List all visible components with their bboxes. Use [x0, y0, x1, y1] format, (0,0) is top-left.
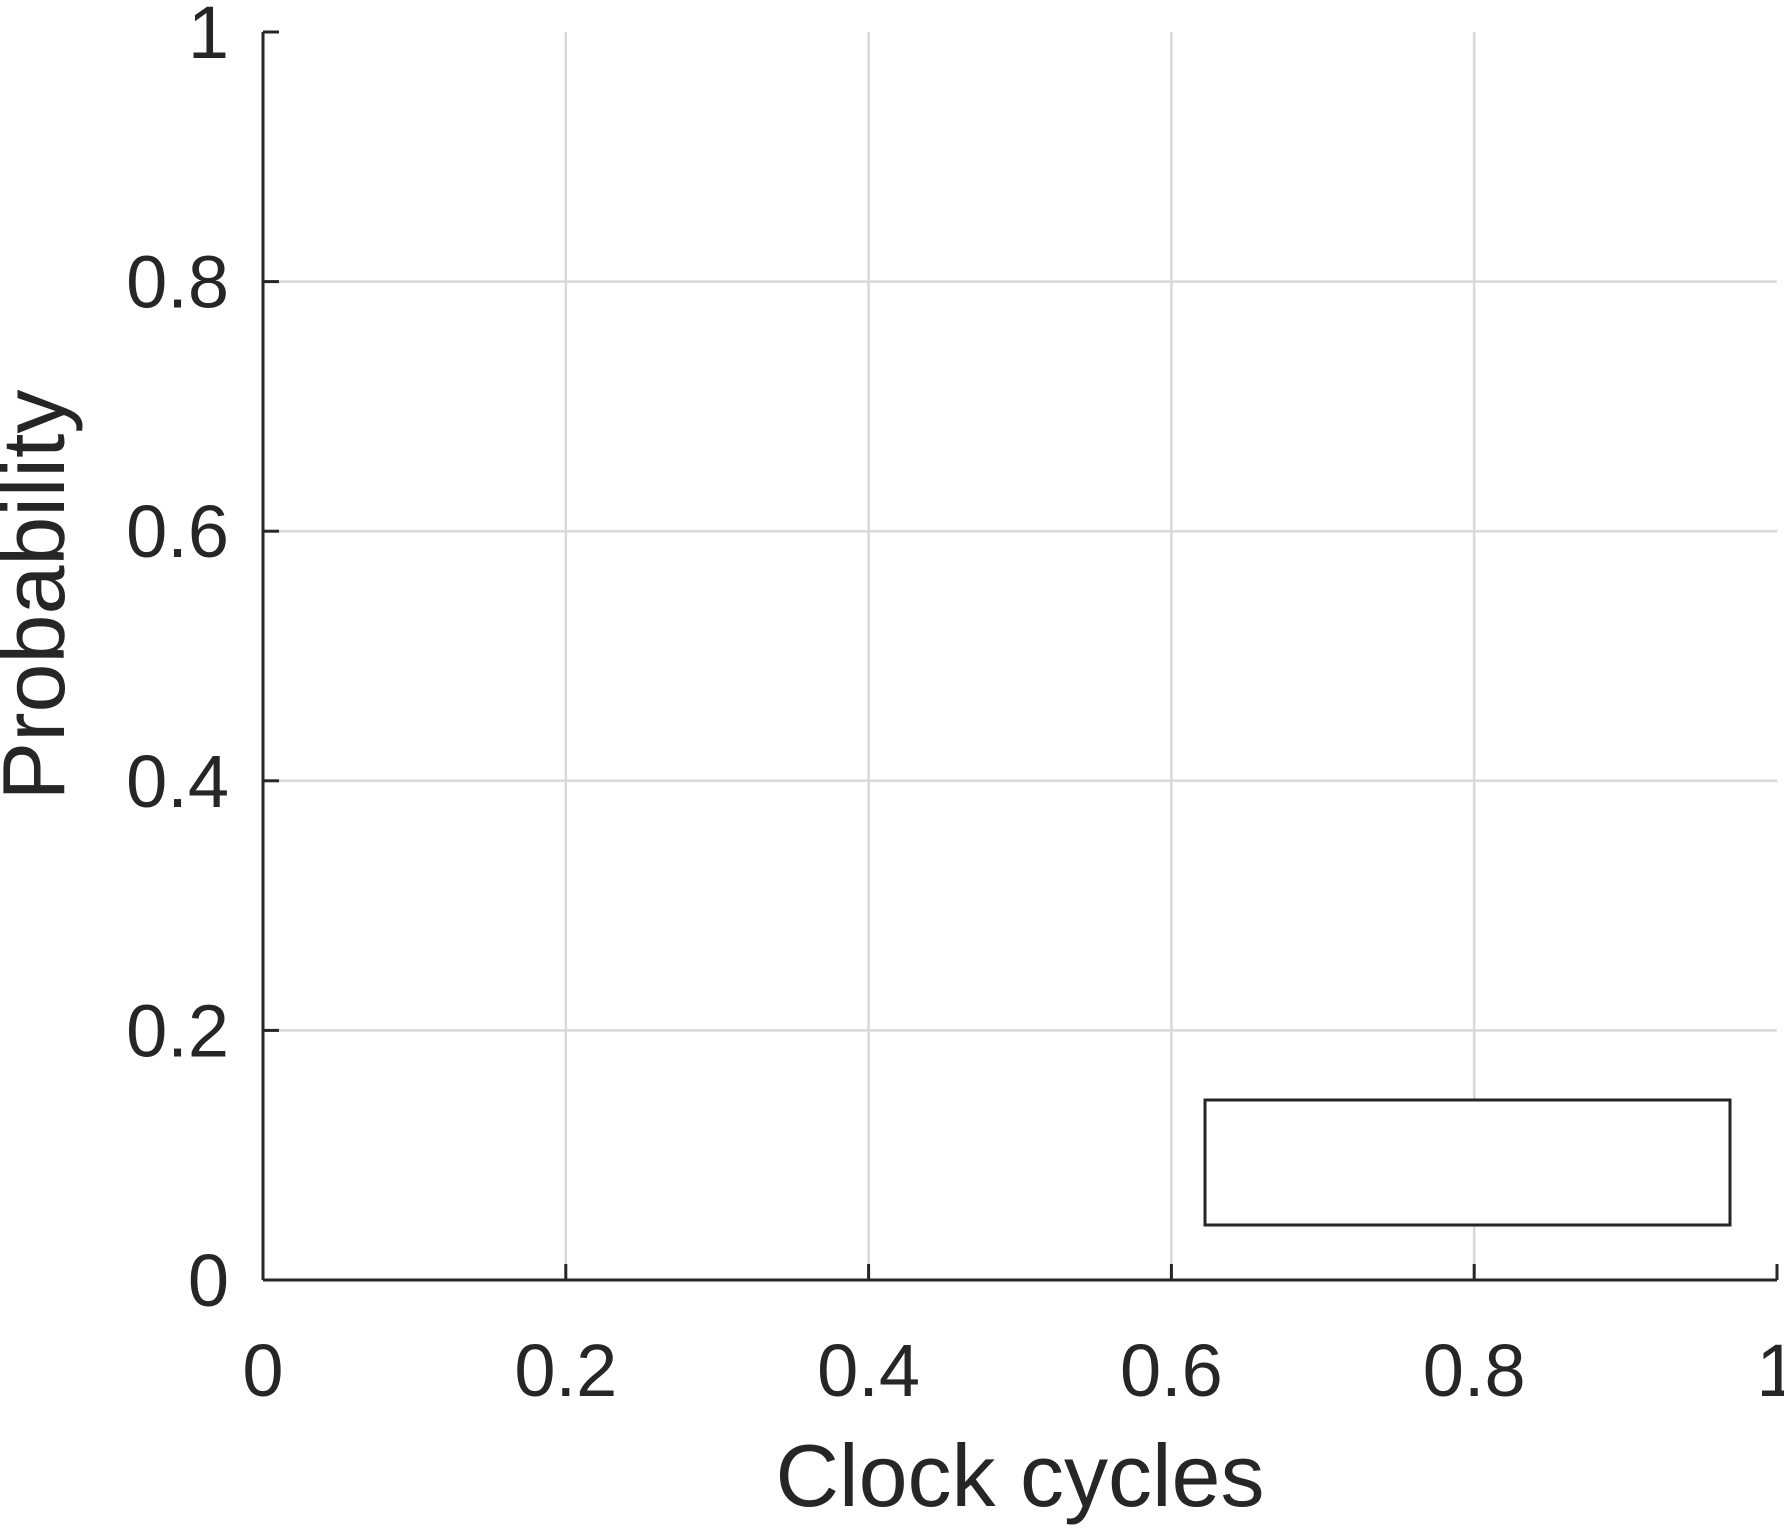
y-tick-label: 0: [188, 1239, 229, 1322]
x-tick-label: 1: [1756, 1329, 1784, 1412]
y-tick-label: 0.6: [126, 490, 229, 573]
x-axis-title: Clock cycles: [776, 1426, 1265, 1525]
x-tick-label: 0.6: [1120, 1329, 1223, 1412]
grid: [263, 32, 1777, 1280]
axes: [261, 32, 1777, 1282]
x-tick-label: 0.2: [514, 1329, 617, 1412]
y-tick-label: 0.8: [126, 241, 229, 324]
x-tick-label: 0.4: [817, 1329, 920, 1412]
y-tick-label: 1: [188, 0, 229, 74]
y-tick-label: 0.4: [126, 740, 229, 823]
x-tick-label: 0: [242, 1329, 283, 1412]
legend: [1203, 1098, 1732, 1227]
y-tick-label: 0.2: [126, 989, 229, 1072]
legend-box: [1203, 1098, 1732, 1227]
ticks: 0 0.2 0.4 0.6 0.8 1 0 0.2 0.4 0.6 0.8 1: [126, 0, 1784, 1412]
x-tick-label: 0.8: [1423, 1329, 1526, 1412]
y-axis-title: Probability: [0, 390, 83, 801]
